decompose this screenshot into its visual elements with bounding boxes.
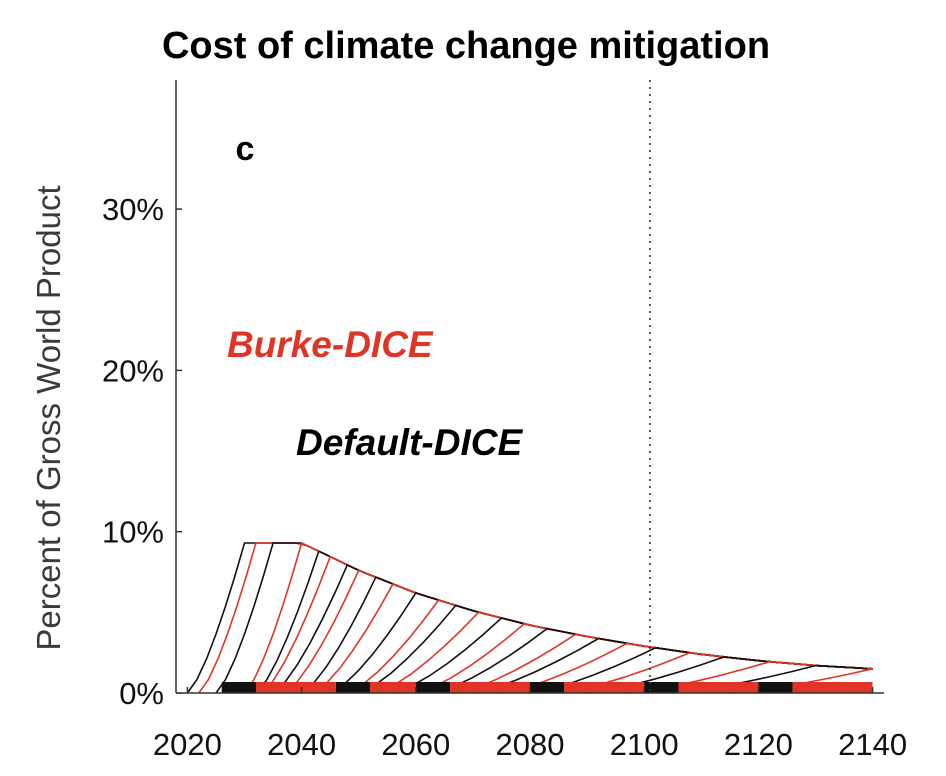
baseline-block-8: [644, 682, 679, 693]
baseline-block-7: [564, 682, 645, 693]
baseline-block-9: [678, 682, 759, 693]
baseline-block-4: [415, 682, 451, 693]
baseline-block-1: [255, 682, 336, 693]
burke-dice-series-1: [198, 542, 867, 694]
x-tick-label-1: 2040: [267, 727, 336, 762]
panel-label: c: [236, 130, 255, 168]
baseline-block-11: [792, 682, 873, 693]
burke-dice-series-13: [375, 611, 873, 694]
legend-burke-dice: Burke-DICE: [227, 324, 434, 365]
x-tick-label-2: 2060: [381, 727, 450, 762]
baseline-block-2: [335, 682, 371, 693]
y-tick-label-0: 0%: [119, 676, 164, 711]
y-axis-label: Percent of Gross World Product: [30, 185, 67, 650]
default-dice-series-6: [272, 563, 867, 694]
baseline-block-6: [530, 682, 565, 693]
legend-default-dice: Default-DICE: [296, 422, 523, 463]
y-tick-label-3: 30%: [102, 192, 164, 227]
baseline-block-10: [758, 682, 793, 693]
default-dice-series-0: [186, 542, 867, 694]
baseline-block-3: [370, 682, 416, 693]
baseline-block-5: [450, 682, 530, 693]
x-tick-label-4: 2100: [610, 727, 679, 762]
y-tick-label-1: 10%: [102, 515, 164, 550]
y-tick-label-2: 20%: [102, 353, 164, 388]
default-dice-series-4: [255, 550, 873, 694]
chart-title: Cost of climate change mitigation: [162, 25, 770, 67]
x-tick-label-0: 2020: [153, 727, 222, 762]
x-tick-label-5: 2120: [724, 727, 793, 762]
x-tick-label-6: 2140: [838, 727, 907, 762]
baseline-block-0: [221, 682, 256, 693]
x-tick-label-3: 2080: [496, 727, 565, 762]
default-dice-series-10: [329, 592, 867, 694]
